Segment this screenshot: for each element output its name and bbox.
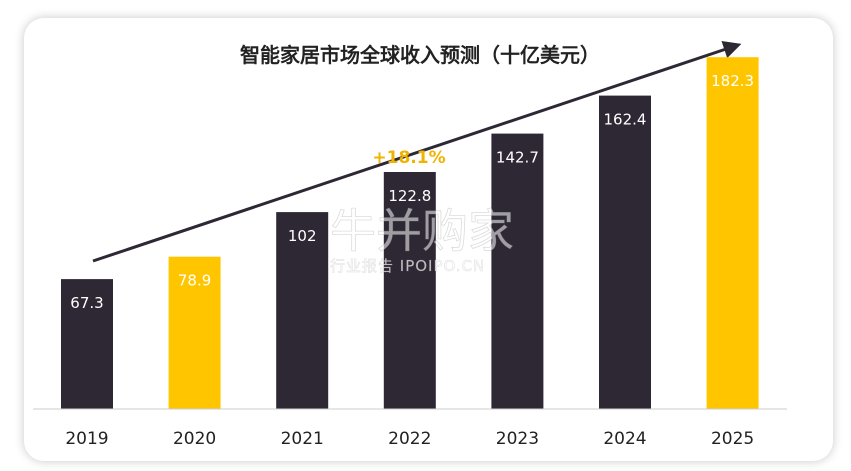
bar-value-label-2022: 122.8: [388, 187, 431, 205]
x-tick-group: 2019 2020 2021 2022 2023 2024 2025: [65, 429, 754, 449]
cagr-annotation: +18.1%: [372, 148, 445, 168]
bar-value-label-2023: 142.7: [496, 149, 539, 167]
bar-value-label-2021: 102: [288, 227, 317, 245]
bar-2024: [599, 95, 651, 409]
chart-title: 智能家居市场全球收入预测（十亿美元）: [240, 43, 600, 67]
bar-2025: [706, 57, 759, 409]
trend-arrow: [92, 41, 742, 263]
bar-value-label-2025: 182.3: [711, 72, 754, 90]
x-tick-2020: 2020: [173, 429, 216, 449]
watermark-sub: 行业报告 IPOIPO.CN: [330, 257, 485, 275]
x-tick-2025: 2025: [711, 429, 754, 449]
x-tick-2024: 2024: [603, 429, 646, 449]
watermark-main: 牛并购家: [330, 204, 514, 258]
bar-value-label-2020: 78.9: [178, 272, 211, 290]
x-tick-2022: 2022: [388, 429, 431, 449]
bars-group: 67.3 78.9 102 122.8 142.7 162.4 182.3: [61, 57, 759, 409]
bar-2023: [491, 133, 544, 409]
x-tick-2021: 2021: [281, 429, 324, 449]
x-tick-2023: 2023: [496, 429, 539, 449]
bar-2020: [168, 256, 221, 409]
bar-2022: [383, 172, 436, 409]
bar-value-label-2019: 67.3: [70, 294, 103, 312]
bar-2021: [276, 212, 329, 409]
bar-2019: [61, 279, 113, 409]
x-tick-2019: 2019: [65, 429, 108, 449]
bar-value-label-2024: 162.4: [604, 111, 647, 129]
